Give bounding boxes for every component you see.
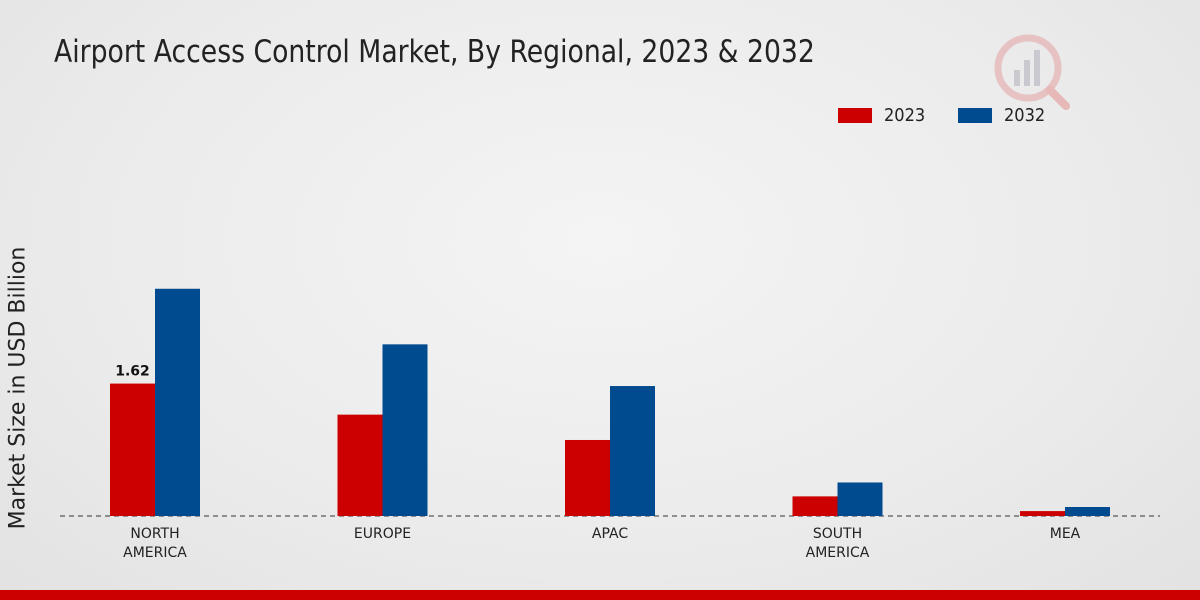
x-tick-label-europe: EUROPE <box>354 526 411 542</box>
bar-2032-north-america <box>155 288 200 516</box>
legend-swatch-2023 <box>838 107 872 123</box>
bar-2023-mea <box>1020 511 1065 516</box>
x-tick-label-apac: APAC <box>592 526 628 542</box>
bar-2023-north-america <box>110 383 155 516</box>
legend-label-2032: 2032 <box>1004 104 1046 126</box>
bar-2023-europe <box>337 414 383 516</box>
bar-2032-mea <box>1065 507 1110 516</box>
brand-logo-icon <box>994 34 1070 110</box>
footer-accent-bar <box>0 590 1200 600</box>
legend-item-2032: 2032 <box>958 104 1050 126</box>
bar-2032-europe <box>382 344 428 516</box>
x-tick-label-north-america: NORTH AMERICA <box>123 526 187 561</box>
x-tick-label-south-america: SOUTH AMERICA <box>806 526 870 561</box>
legend-label-2023: 2023 <box>884 104 926 126</box>
x-tick-label-mea: MEA <box>1050 526 1081 542</box>
bar-2023-south-america <box>792 496 838 516</box>
legend-item-2023: 2023 <box>838 104 930 126</box>
data-label-2023-0: 1.62 <box>115 364 150 380</box>
legend-swatch-2032 <box>958 107 992 123</box>
bar-2023-apac <box>565 439 610 516</box>
bar-2032-south-america <box>837 482 883 516</box>
bar-2032-apac <box>610 386 655 516</box>
chart-title: Airport Access Control Market, By Region… <box>54 34 815 70</box>
